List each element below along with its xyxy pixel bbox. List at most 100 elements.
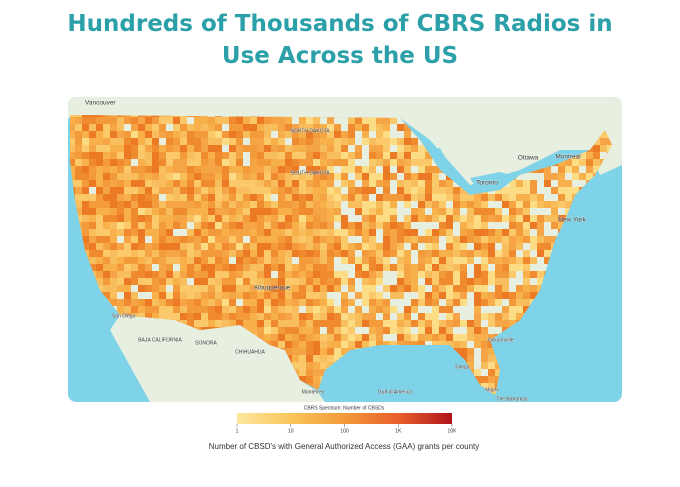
county [390,152,400,163]
county [313,173,322,181]
county [313,117,326,127]
county [215,117,224,126]
county [327,180,336,189]
county [376,222,385,230]
county [292,236,300,246]
county [152,264,160,275]
county [593,159,605,167]
county [89,243,102,254]
county [306,313,316,322]
county [117,173,125,182]
county [397,313,409,323]
county [362,264,370,274]
county [110,292,122,301]
county [292,306,303,317]
county [362,299,374,310]
county [488,201,497,210]
county [103,278,112,286]
county [390,138,399,148]
county [362,306,370,317]
county [348,138,356,147]
county [481,201,491,209]
county [432,278,442,287]
county [250,194,262,204]
county [124,278,133,289]
county [460,236,472,245]
county [376,145,389,156]
county [411,236,423,246]
county [264,187,273,195]
county [362,222,375,231]
county [89,173,101,183]
county [432,313,444,322]
county [460,306,469,315]
county [131,152,140,161]
legend-tick-label: 100 [340,428,349,434]
county [264,243,277,253]
county [117,257,128,267]
county [453,257,465,266]
county [82,159,94,170]
county [327,215,339,226]
county [187,208,198,216]
county [502,187,510,196]
county [145,145,158,154]
county [124,131,132,142]
county [320,124,333,134]
county [299,145,311,155]
county [124,194,135,205]
county [390,313,398,322]
county [70,124,80,133]
county [425,306,433,317]
county [418,243,429,253]
county [250,208,258,217]
county [180,299,190,307]
county [306,152,319,162]
county [313,236,321,247]
county [432,187,444,195]
county [467,313,479,324]
county [173,208,181,219]
county [124,201,135,209]
county [250,313,263,324]
county [313,257,324,267]
county [530,243,539,253]
county [257,299,268,307]
county [285,285,294,296]
county [544,229,556,237]
county [152,271,164,280]
county [383,138,392,147]
county [621,285,634,296]
county [446,222,455,233]
county [166,313,174,324]
county [236,152,244,161]
county [145,152,155,160]
county [215,320,227,330]
county [327,159,339,168]
county [341,208,350,219]
county [467,215,476,224]
county [341,173,354,182]
county [229,222,237,231]
county [467,341,479,349]
county [208,115,218,118]
county [474,271,485,280]
county [145,194,156,203]
county [152,299,161,308]
county [243,201,254,212]
county [208,131,216,139]
county [313,229,322,239]
county [355,278,366,288]
county [397,327,405,335]
county [383,334,393,342]
county [621,292,630,301]
county [341,334,350,344]
county [502,292,514,300]
county [355,138,366,147]
county [488,229,499,237]
county [236,257,247,267]
county [446,257,459,265]
county [467,306,480,315]
county [495,229,505,240]
county [530,208,542,217]
